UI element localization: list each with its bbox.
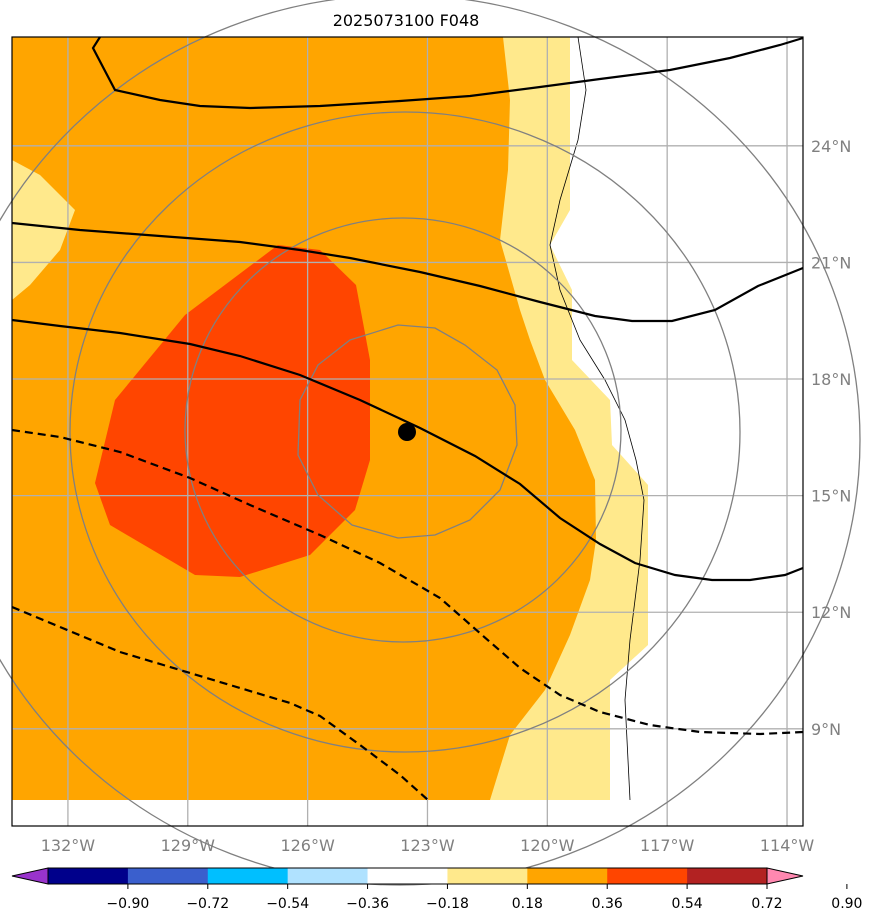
lon-label: 123°W [400,836,455,855]
map-title: 2025073100 F048 [333,11,480,30]
grid-lines [12,37,803,826]
dashed-contours [11,428,804,801]
coastline [549,36,645,801]
storm-center-marker [398,423,416,441]
range-ring-3 [69,111,741,753]
colorbar-label: 0.90 [831,896,862,912]
colorbar-label: 0.36 [592,896,623,912]
contour-line-middle [11,221,804,323]
solid-contours [11,36,804,582]
colorbar-extend-left [11,867,49,885]
colorbar-label: −0.36 [346,896,389,912]
colorbar-segment [447,868,528,884]
colorbar-segment [127,868,209,884]
contour-line-north [91,36,804,110]
lon-label: 132°W [41,836,96,855]
map-panel [0,0,861,886]
lat-label: 21°N [811,253,851,272]
colorbar-label: −0.72 [186,896,229,912]
contour-line-south [11,318,804,582]
colorbar-segment [367,868,448,884]
latitude-labels: 24°N 21°N 18°N 15°N 12°N 9°N [811,137,851,739]
colorbar-outline [47,867,768,885]
colorbar-segment [287,868,369,884]
lat-label: 9°N [811,720,841,739]
colorbar-segment [207,868,289,884]
lon-label: 114°W [760,836,815,855]
lat-label: 15°N [811,487,851,506]
range-rings [0,0,861,886]
map-frame [11,36,804,827]
lon-label: 129°W [161,836,216,855]
lon-label: 126°W [280,836,335,855]
field-red-orange [95,245,370,577]
lon-label: 117°W [640,836,695,855]
colorbar-label: −0.18 [426,896,469,912]
colorbar-segment [607,868,688,884]
colorbar-segment [48,868,129,884]
colorbar-segment [527,868,608,884]
range-ring-4 [0,0,861,886]
range-ring-2 [184,217,622,643]
lat-label: 18°N [811,370,851,389]
range-ring-1 [297,324,518,539]
colorbar-label: −0.90 [106,896,149,912]
colorbar-label: −0.54 [266,896,309,912]
colorbar-segment [687,868,768,884]
colorbar-label: 0.18 [512,896,543,912]
colorbar-extend-right [766,867,804,885]
lat-label: 24°N [811,137,851,156]
colorbar-label: 0.72 [751,896,782,912]
colorbar-label: 0.54 [672,896,703,912]
longitude-labels: 132°W 129°W 126°W 123°W 120°W 117°W 114°W [41,836,815,855]
lon-label: 120°W [520,836,575,855]
colorbar-tick-labels: −0.90 −0.72 −0.54 −0.36 −0.18 0.18 0.36 0.54 0.7… [106,896,862,912]
colorbar: −0.90 −0.72 −0.54 −0.36 −0.18 0.18 0.36 0.54 0.7… [11,867,862,912]
dashed-contour-upper [11,428,804,736]
dashed-contour-lower [11,605,429,801]
lat-label: 12°N [811,603,851,622]
colorbar-segments [48,868,848,889]
